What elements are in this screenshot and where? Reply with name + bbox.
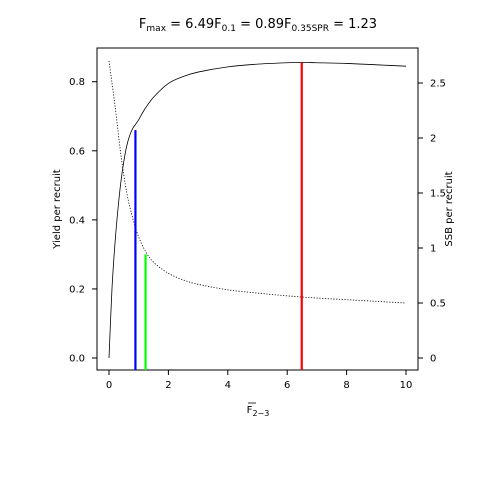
y-left-axis: 0.0 0.2 0.4 0.6 0.8 bbox=[69, 77, 97, 365]
y-left-tick-label: 0.8 bbox=[69, 77, 85, 88]
x-tick-label: 10 bbox=[400, 380, 413, 391]
yield-per-recruit-line bbox=[108, 61, 407, 359]
title-subscript: max bbox=[146, 24, 166, 34]
x-title-symbol: F bbox=[247, 405, 253, 416]
x-tick-label: 4 bbox=[225, 380, 231, 391]
title-value: = 6.49 bbox=[166, 17, 214, 32]
y-right-tick-label: 2 bbox=[430, 134, 436, 145]
title-symbol: F bbox=[139, 17, 146, 32]
chart-title: Fmax = 6.49F0.1 = 0.89F0.35SPR = 1.23 bbox=[139, 17, 377, 34]
x-tick-label: 2 bbox=[165, 380, 171, 391]
y-right-axis-title: SSB per recruit bbox=[444, 171, 455, 246]
y-left-tick-label: 0.0 bbox=[69, 354, 85, 365]
x-title-subscript: 2−3 bbox=[252, 409, 269, 418]
y-left-tick-label: 0.2 bbox=[69, 284, 85, 295]
y-right-axis: 0 0.5 1 1.5 2 2.5 bbox=[418, 79, 446, 365]
title-symbol: F bbox=[284, 17, 291, 32]
y-left-axis-title: Yield per recruit bbox=[52, 169, 63, 250]
y-left-tick-label: 0.6 bbox=[69, 146, 85, 157]
y-right-tick-label: 1.5 bbox=[430, 189, 446, 200]
plot-frame bbox=[96, 47, 419, 371]
ssb-per-recruit-line bbox=[108, 60, 407, 304]
title-subscript: 0.1 bbox=[222, 24, 236, 34]
x-tick-label: 0 bbox=[106, 380, 112, 391]
y-right-tick-label: 2.5 bbox=[430, 79, 446, 90]
title-symbol: F bbox=[214, 17, 221, 32]
title-value: = 0.89 bbox=[236, 17, 284, 32]
title-value: = 1.23 bbox=[329, 17, 377, 32]
series-layer bbox=[108, 60, 407, 359]
x-axis-title: F2−3 bbox=[247, 405, 270, 418]
x-tick-label: 8 bbox=[343, 380, 349, 391]
x-axis: 0 2 4 6 8 10 bbox=[106, 370, 413, 391]
y-right-tick-label: 0 bbox=[430, 354, 436, 365]
reference-lines bbox=[134, 62, 303, 370]
x-tick-label: 6 bbox=[284, 380, 290, 391]
y-right-tick-label: 0.5 bbox=[430, 299, 446, 310]
y-right-tick-label: 1 bbox=[430, 244, 436, 255]
y-left-tick-label: 0.4 bbox=[69, 215, 85, 226]
title-subscript: 0.35SPR bbox=[292, 24, 329, 34]
